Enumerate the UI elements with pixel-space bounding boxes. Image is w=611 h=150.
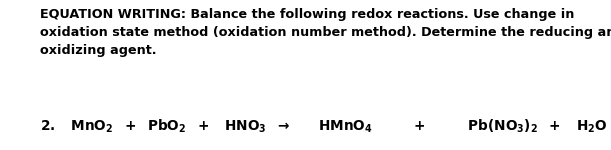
Text: oxidizing agent.: oxidizing agent. xyxy=(40,44,156,57)
Text: $\mathbf{2.\ \ \ MnO_2\ \ +\ \ PbO_2\ \ +\quad HNO_3\ \ \rightarrow\qquad HMnO_4: $\mathbf{2.\ \ \ MnO_2\ \ +\ \ PbO_2\ \ … xyxy=(40,118,608,135)
Text: oxidation state method (oxidation number method). Determine the reducing and: oxidation state method (oxidation number… xyxy=(40,26,611,39)
Text: EQUATION WRITING: Balance the following redox reactions. Use change in: EQUATION WRITING: Balance the following … xyxy=(40,8,574,21)
